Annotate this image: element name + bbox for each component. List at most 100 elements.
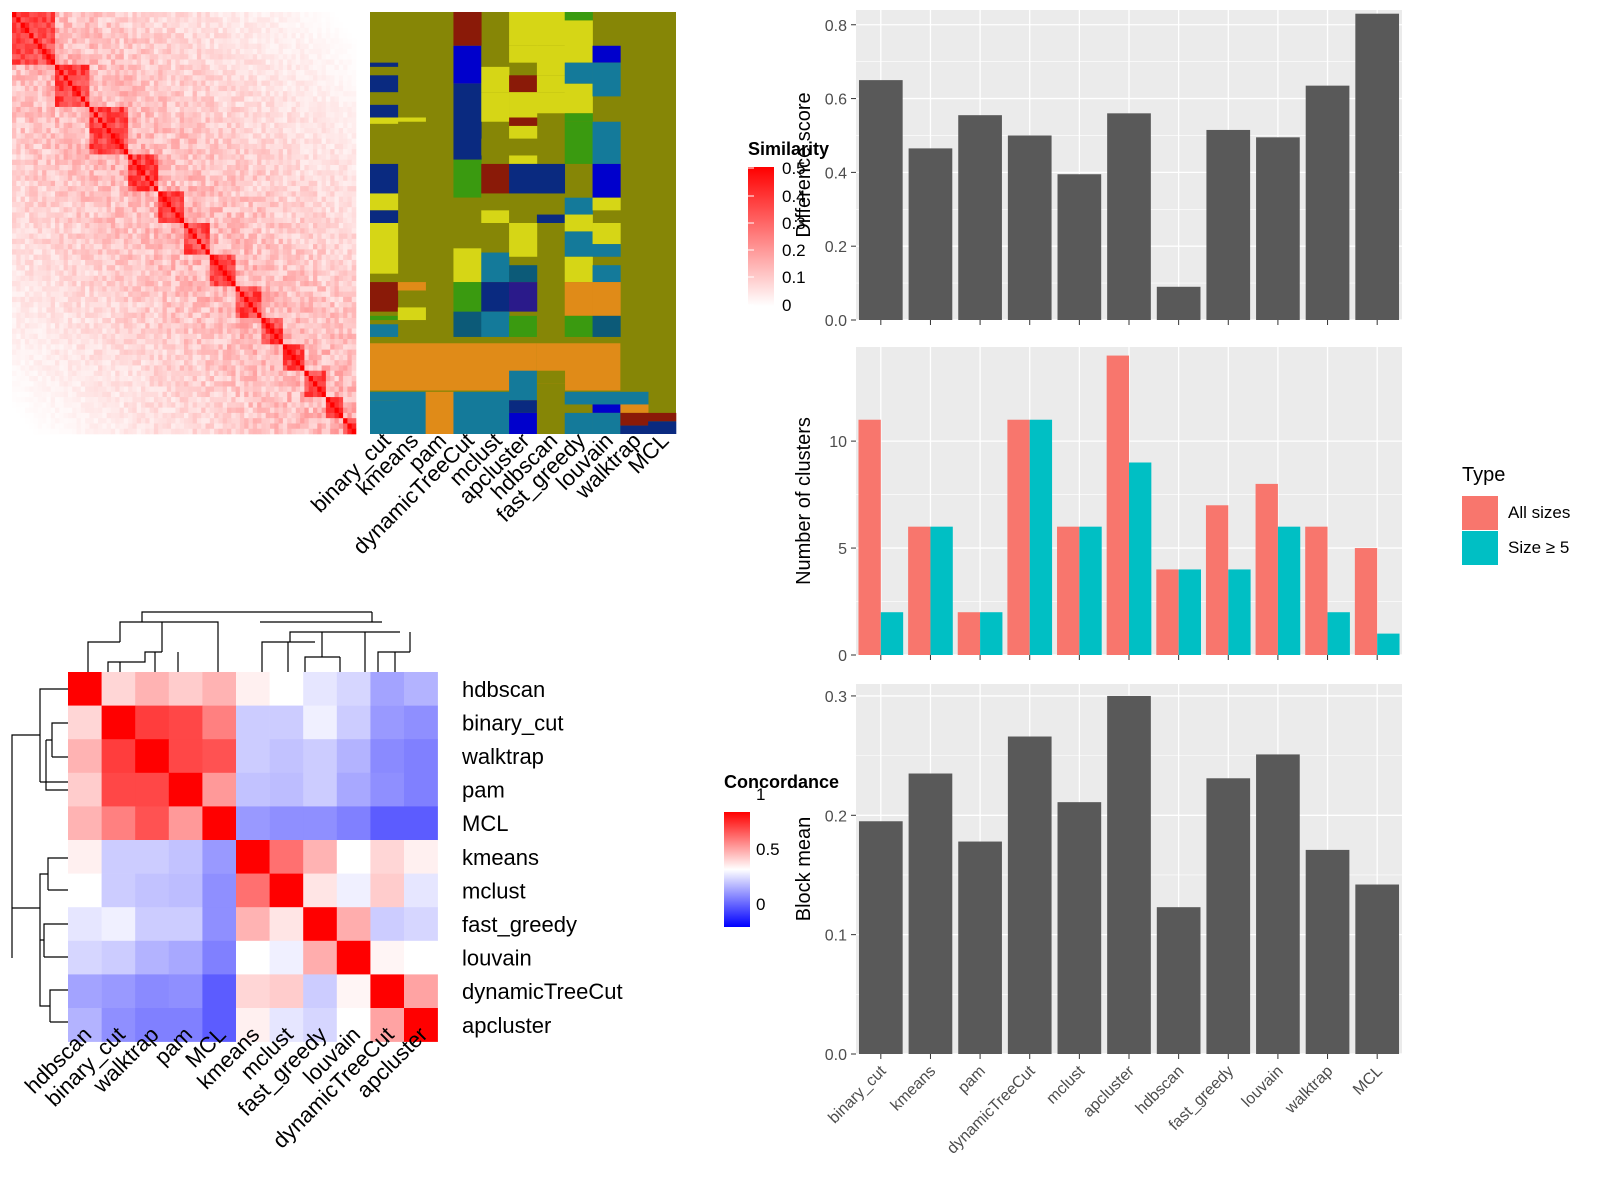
similarity-cell [76, 212, 82, 219]
similarity-cell [287, 85, 292, 92]
similarity-cell [98, 265, 103, 271]
similarity-cell [89, 164, 94, 171]
similarity-cell [12, 128, 17, 134]
similarity-cell [321, 85, 327, 92]
similarity-cell [274, 80, 279, 87]
similarity-cell [55, 333, 60, 340]
similarity-cell [287, 291, 292, 298]
similarity-cell [235, 85, 241, 92]
similarity-cell [115, 164, 120, 171]
similarity-cell [282, 238, 288, 245]
similarity-cell [196, 170, 202, 176]
similarity-cell [304, 75, 309, 81]
similarity-cell [282, 59, 288, 66]
similarity-cell [102, 164, 107, 171]
similarity-cell [330, 328, 335, 335]
similarity-cell [20, 96, 26, 102]
similarity-cell [300, 180, 305, 187]
similarity-cell [132, 170, 137, 176]
similarity-cell [67, 254, 73, 261]
similarity-cell [67, 38, 73, 44]
similarity-cell [89, 122, 94, 129]
similarity-cell [149, 307, 155, 313]
similarity-cell [330, 43, 335, 50]
similarity-cell [248, 296, 254, 303]
similarity-cell [12, 339, 17, 345]
similarity-cell [85, 312, 90, 319]
similarity-cell [205, 22, 211, 29]
similarity-cell [136, 96, 142, 102]
similarity-cell [239, 275, 245, 282]
similarity-cell [235, 154, 241, 161]
similarity-cell [343, 112, 348, 118]
similarity-cell [239, 143, 245, 150]
similarity-cell [179, 27, 185, 34]
similarity-cell [145, 281, 150, 287]
similarity-cell [46, 180, 51, 187]
similarity-cell [205, 317, 211, 324]
similarity-cell [196, 238, 202, 245]
similarity-cell [300, 291, 305, 298]
similarity-cell [67, 59, 73, 66]
similarity-cell [231, 106, 236, 113]
similarity-cell [218, 238, 223, 245]
similarity-cell [351, 302, 357, 308]
similarity-cell [334, 270, 340, 277]
similarity-cell [304, 196, 309, 203]
similarity-cell [179, 270, 185, 277]
similarity-cell [59, 170, 64, 176]
similarity-cell [343, 128, 348, 134]
similarity-cell [24, 186, 30, 192]
similarity-cell [257, 254, 262, 261]
similarity-cell [244, 223, 249, 229]
similarity-cell [343, 323, 348, 329]
similarity-cell [343, 328, 348, 335]
similarity-cell [85, 143, 90, 150]
similarity-cell [248, 91, 254, 97]
similarity-cell [128, 317, 133, 324]
similarity-cell [46, 12, 51, 18]
similarity-cell [300, 191, 305, 197]
similarity-cell [63, 228, 69, 234]
similarity-cell [141, 254, 146, 261]
similarity-cell [80, 196, 86, 203]
similarity-cell [55, 217, 60, 224]
similarity-cell [196, 328, 202, 335]
similarity-cell [72, 64, 77, 71]
similarity-cell [33, 54, 39, 60]
similarity-cell [196, 333, 202, 340]
similarity-cell [282, 233, 288, 240]
similarity-cell [334, 201, 340, 208]
similarity-cell [265, 143, 271, 150]
similarity-cell [338, 270, 344, 277]
similarity-cell [347, 191, 352, 197]
similarity-cell [50, 43, 56, 50]
similarity-cell [179, 296, 185, 303]
similarity-cell [179, 175, 185, 182]
similarity-cell [330, 22, 335, 29]
similarity-cell [205, 233, 211, 240]
similarity-cell [85, 191, 90, 197]
similarity-cell [102, 54, 107, 60]
similarity-cell [115, 75, 120, 81]
similarity-cell [321, 228, 327, 234]
similarity-cell [110, 33, 116, 39]
similarity-cell [282, 312, 288, 319]
similarity-cell [93, 48, 99, 55]
similarity-cell [128, 70, 133, 76]
similarity-cell [192, 175, 198, 182]
similarity-cell [330, 159, 335, 166]
similarity-cell [244, 249, 249, 255]
similarity-cell [227, 33, 232, 39]
similarity-cell [149, 22, 155, 29]
similarity-cell [192, 154, 198, 161]
similarity-cell [304, 27, 309, 34]
similarity-cell [287, 27, 292, 34]
similarity-cell [278, 281, 284, 287]
similarity-cell [141, 175, 146, 182]
similarity-cell [132, 207, 137, 213]
similarity-cell [145, 307, 150, 313]
similarity-cell [72, 228, 77, 234]
similarity-cell [76, 265, 82, 271]
similarity-cell [80, 17, 86, 23]
